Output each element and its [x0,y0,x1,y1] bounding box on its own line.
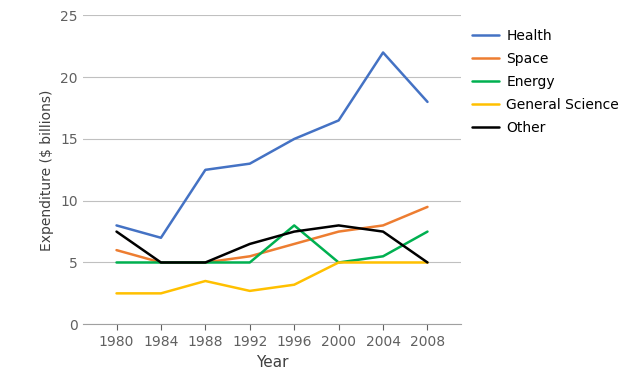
Space [335,229,342,234]
Other [291,229,298,234]
Other [113,229,120,234]
Health [335,118,342,123]
Energy [291,223,298,228]
Space [202,260,209,265]
Energy [424,229,431,234]
General Science [246,289,253,293]
Line: Other: Other [116,225,428,262]
Line: Space: Space [116,207,428,262]
Other [424,260,431,265]
Space [113,248,120,252]
Health [113,223,120,228]
Space [157,260,164,265]
Y-axis label: Expenditure ($ billions): Expenditure ($ billions) [40,89,54,251]
Energy [113,260,120,265]
Legend: Health, Space, Energy, General Science, Other: Health, Space, Energy, General Science, … [472,29,619,135]
Space [424,205,431,209]
Energy [157,260,164,265]
Space [246,254,253,259]
General Science [424,260,431,265]
Line: Health: Health [116,52,428,238]
Energy [246,260,253,265]
Line: Energy: Energy [116,225,428,262]
Health [246,161,253,166]
General Science [157,291,164,296]
Health [380,50,387,55]
Other [380,229,387,234]
Other [202,260,209,265]
Other [157,260,164,265]
General Science [335,260,342,265]
Space [380,223,387,228]
Energy [380,254,387,259]
General Science [113,291,120,296]
Health [291,137,298,141]
Health [157,235,164,240]
Space [291,242,298,246]
Other [335,223,342,228]
X-axis label: Year: Year [256,355,288,370]
Health [424,100,431,104]
Health [202,168,209,172]
Energy [202,260,209,265]
Line: General Science: General Science [116,262,428,293]
General Science [380,260,387,265]
Other [246,242,253,246]
General Science [291,283,298,287]
General Science [202,279,209,283]
Energy [335,260,342,265]
